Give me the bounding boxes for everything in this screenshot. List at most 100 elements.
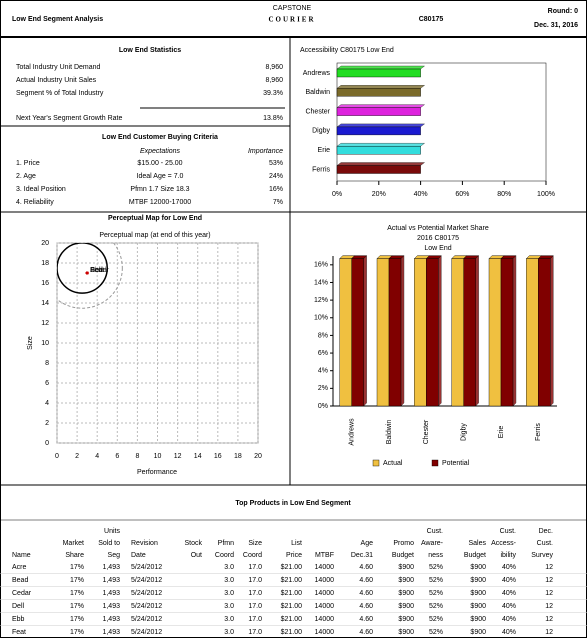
y-tick-label: 8% [318,332,328,339]
y-tick-label: 12 [41,320,49,327]
stat-label: Next Year's Segment Growth Rate [16,115,122,122]
bar [488,258,502,407]
column-header: Coord [243,552,262,559]
bar [500,258,514,407]
bar-top [336,104,426,108]
round: Round: 0 [548,8,578,15]
x-tick-label: 18 [234,453,242,460]
table-cell: 17.0 [248,629,262,636]
column-header: Promo [393,540,414,547]
table-cell: 17.0 [248,577,262,584]
table-cell: 14000 [315,629,335,636]
table-cell: 14000 [315,616,335,623]
x-tick-label: 16 [214,453,222,460]
table-cell: 17% [70,590,84,597]
column-header: Sold to [98,540,120,547]
chart-title: 2016 C80175 [417,235,459,242]
column-header: Age [361,540,374,547]
table-cell: 14000 [315,564,335,571]
x-tick-label: Digby [461,423,468,441]
bar-top [336,65,426,70]
table-cell: 40% [502,603,516,610]
table-title: Top Products in Low End Segment [235,500,351,507]
product-label: Bead [90,267,106,274]
table-cell: 17% [70,629,84,636]
y-tick-label: 6 [45,380,49,387]
column-header: ibility [500,552,516,559]
table-cell: 4.60 [359,603,373,610]
table-cell: 40% [502,616,516,623]
bar [463,258,476,407]
logo: COURIER [268,16,315,24]
bar [538,258,551,407]
x-tick-label: 14 [194,453,202,460]
table-cell: 4.60 [359,629,373,636]
table-cell: 17% [70,603,84,610]
criteria-importance: 53% [269,160,283,167]
column-header: Size [248,540,262,547]
x-tick-label: 100% [537,191,555,198]
table-cell: 14000 [315,590,335,597]
legend-swatch [372,459,380,467]
criteria-label: 1. Price [16,160,40,167]
y-tick-label: 16 [41,280,49,287]
table-cell: $900 [398,603,414,610]
x-tick-label: Chester [423,419,430,444]
bar-top [336,123,426,128]
x-tick-label: 4 [95,453,99,460]
criteria-importance: 16% [269,186,283,193]
table-cell: 12 [545,590,553,597]
x-tick-label: 10 [154,453,162,460]
table-cell: 40% [502,629,516,636]
table-cell: 12 [545,564,553,571]
bar-side [400,255,405,407]
column-header: List [291,540,302,547]
y-tick-label: 2% [318,385,328,392]
bar-side [438,255,442,407]
section-title: Low End Statistics [119,47,181,54]
table-cell: $900 [398,616,414,623]
criteria-importance: 7% [273,199,283,206]
column-header: Survey [531,552,553,559]
table-cell: Feat [12,629,26,636]
table-cell: 5/24/2012 [131,577,162,584]
y-tick-label: 12% [314,297,328,304]
table-cell: $900 [470,629,486,636]
table-cell: 3.0 [224,577,234,584]
bar [336,165,421,174]
table-cell: 3.0 [224,590,234,597]
table-cell: $21.00 [281,629,303,636]
column-header: MTBF [315,552,334,559]
table-cell: $21.00 [281,577,303,584]
y-tick-label: 10% [314,315,328,322]
x-tick-label: 20% [372,191,386,198]
bar-top [336,142,426,147]
y-tick-label: Ferris [312,166,330,173]
bar [414,258,427,407]
bar [336,68,421,78]
chart-title: Actual vs Potential Market Share [387,225,489,232]
column-header: Cust. [500,528,516,535]
x-tick-label: Andrews [349,418,356,446]
y-tick-label: Andrews [303,70,331,77]
x-tick-label: 0% [332,191,342,198]
column-header: Name [12,552,31,559]
y-tick-label: Baldwin [305,89,330,96]
product-label: Feat [90,267,104,274]
x-tick-label: 6 [115,453,119,460]
stat-value: 8,960 [265,77,283,84]
column-header: Price [286,552,302,559]
logo-top: CAPSTONE [273,5,312,12]
table-cell: 1,493 [102,590,120,597]
x-tick-label: 80% [497,191,511,198]
x-tick-label: Erie [498,426,505,439]
x-tick-label: Baldwin [386,420,393,445]
product-label: Cedar [90,267,110,274]
table-cell: $900 [470,564,486,571]
table-cell: Acre [12,564,27,571]
y-tick-label: 14 [41,300,49,307]
stat-label: Total Industry Unit Demand [16,64,101,71]
table-cell: 1,493 [102,603,120,610]
table-cell: $900 [398,577,414,584]
